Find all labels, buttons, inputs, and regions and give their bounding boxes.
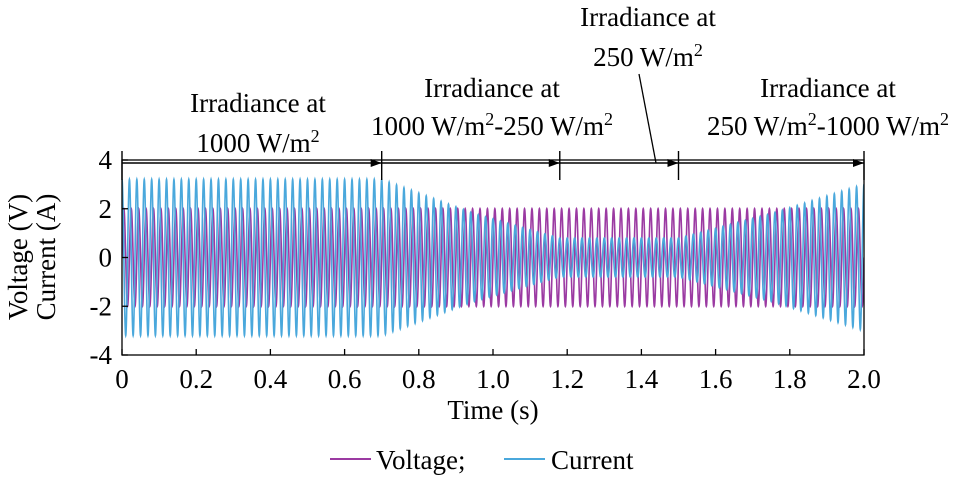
annotation-line2: 1000 W/m2-250 W/m2 — [371, 109, 613, 141]
annotation-line1: Irradiance at — [424, 73, 560, 103]
y-axis-title-current: Current (A) — [31, 194, 61, 321]
annotation-line2: 1000 W/m2 — [196, 126, 319, 158]
x-tick-label: 2.0 — [847, 364, 881, 394]
annotation-line1: Irradiance at — [760, 73, 896, 103]
x-axis-title: Time (s) — [447, 395, 538, 425]
y-tick-label: 4 — [99, 145, 113, 175]
series-layer — [122, 180, 864, 336]
annotation-line1: Irradiance at — [190, 88, 326, 118]
x-tick-label: 0 — [115, 364, 129, 394]
x-tick-label: 0.4 — [254, 364, 288, 394]
legend-label-voltage: Voltage; — [376, 445, 466, 475]
y-tick-label: -2 — [90, 291, 113, 321]
y-axis-title-voltage: Voltage (V) — [3, 194, 33, 320]
x-tick-label: 1.6 — [699, 364, 733, 394]
annotation-line1: Irradiance at — [580, 2, 716, 32]
annotation-leader — [639, 74, 656, 163]
annotation-layer: Irradiance at 1000 W/m2 Irradiance at 1000 … — [122, 2, 949, 180]
chart: 0 0.2 0.4 0.6 0.8 1.0 1.2 1.4 1.6 1.8 2.0 4 2 0 -2 -4 I… — [0, 0, 956, 481]
plot-area: 0 0.2 0.4 0.6 0.8 1.0 1.2 1.4 1.6 1.8 2.0 4 2 0 -2 -4 — [90, 145, 881, 394]
x-tick-label: 1.8 — [773, 364, 807, 394]
x-tick-label: 1.4 — [625, 364, 659, 394]
legend-label-current: Current — [551, 445, 634, 475]
legend: Voltage; Current — [330, 445, 634, 475]
y-tick-label: -4 — [90, 340, 113, 370]
x-tick-label: 1.2 — [550, 364, 584, 394]
x-tick-label: 1.0 — [476, 364, 510, 394]
y-tick-label: 2 — [99, 194, 113, 224]
annotation-line2: 250 W/m2-1000 W/m2 — [707, 109, 949, 141]
y-tick-label: 0 — [99, 243, 113, 273]
x-tick-label: 0.2 — [179, 364, 213, 394]
x-tick-label: 0.6 — [328, 364, 362, 394]
annotation-line2: 250 W/m2 — [593, 40, 703, 72]
x-tick-label: 0.8 — [402, 364, 436, 394]
